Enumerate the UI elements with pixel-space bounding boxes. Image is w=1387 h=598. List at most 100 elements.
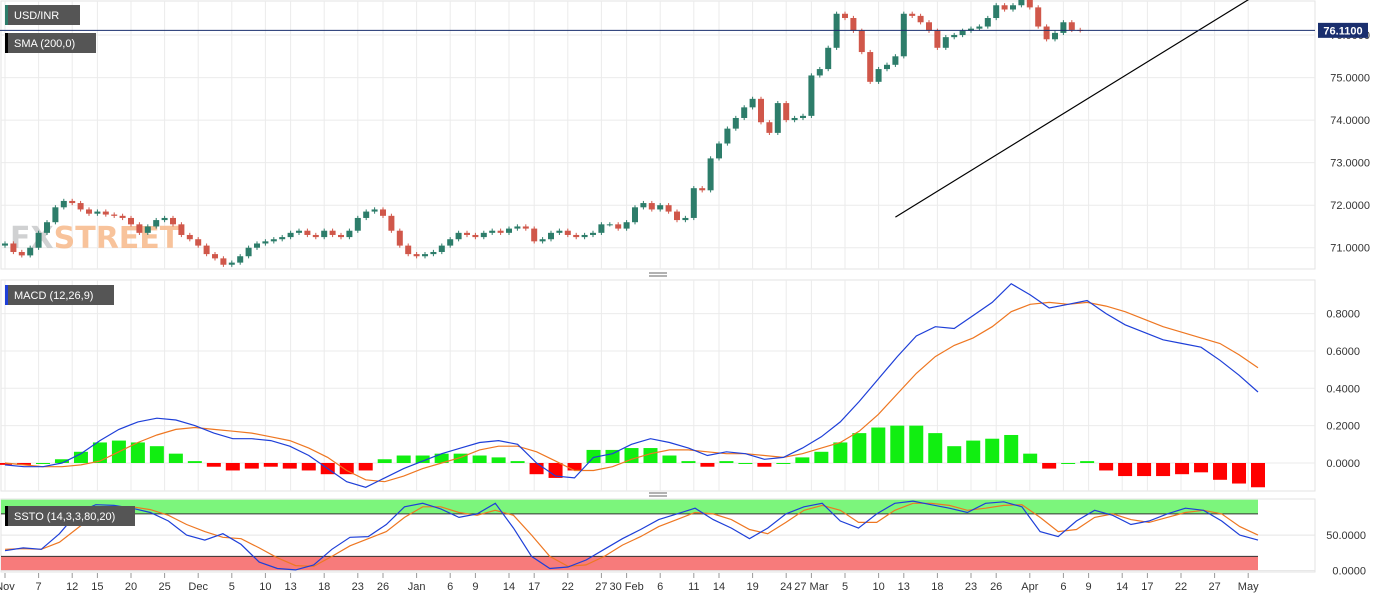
candle-body: [237, 256, 244, 263]
date-tick-label: 14: [713, 581, 725, 593]
candle-body: [858, 30, 865, 53]
macd-histogram-bar: [168, 453, 183, 463]
svg-text:SMA (200,0): SMA (200,0): [14, 38, 75, 50]
candle-body: [119, 215, 126, 218]
macd-histogram-bar: [852, 433, 867, 463]
candle-body: [741, 107, 748, 118]
date-tick-label: 14: [503, 581, 515, 593]
macd-histogram-bar: [928, 433, 943, 463]
date-tick-label: Jan: [408, 581, 426, 593]
candle-body: [287, 232, 294, 238]
candle-body: [86, 209, 92, 214]
candle-body: [791, 117, 798, 121]
macd-histogram-bar: [700, 462, 715, 467]
date-tick-label: May: [1238, 581, 1259, 593]
macd-histogram-bar: [1213, 462, 1228, 480]
date-tick-label: 27: [1208, 581, 1220, 593]
candle-body: [455, 232, 462, 240]
sma-tag[interactable]: SMA (200,0): [5, 33, 96, 53]
macd-histogram-bar: [890, 425, 905, 463]
candle-body: [825, 47, 832, 70]
candle-body: [598, 224, 605, 233]
candle-body: [968, 28, 974, 31]
macd-panel[interactable]: 0.0000 0.2000 0.4000 0.6000 0.8000 MACD (12,…: [0, 279, 1360, 492]
date-tick-label: 10: [872, 581, 884, 593]
macd-histogram-bar: [795, 457, 810, 463]
current-price-label: 76.1100: [1318, 22, 1368, 38]
ascending-trendline: [895, 0, 1250, 218]
macd-histogram-bar: [415, 455, 430, 463]
date-tick-label: 15: [91, 581, 103, 593]
macd-histogram-bar: [757, 462, 772, 467]
candle-body: [934, 30, 941, 48]
macd-histogram-bar: [871, 427, 886, 463]
candle-body: [296, 230, 302, 233]
macd-histogram-bar: [1099, 462, 1114, 471]
candle-body: [707, 158, 714, 191]
candle-body: [35, 232, 42, 248]
date-tick-label: 30 Feb: [609, 581, 643, 593]
candle-body: [674, 211, 680, 221]
candle-body: [128, 217, 134, 225]
candle-body: [1026, 0, 1033, 8]
macd-histogram-bar: [738, 462, 753, 464]
candle-body: [884, 64, 890, 70]
price-tick-label: 75.0000: [1330, 73, 1370, 85]
stochastic-panel[interactable]: 0.0000 50.0000 SSTO (14,3,3,80,20): [0, 498, 1366, 578]
macd-tick-label: 0.2000: [1326, 421, 1360, 433]
candle-body: [690, 188, 697, 218]
candlesticks: [2, 0, 1084, 267]
macd-histogram-bar: [396, 455, 411, 463]
candle-body: [976, 26, 983, 29]
candle-body: [396, 230, 403, 246]
price-panel[interactable]: FXSTREET 71.000072.000073.000074.000075.…: [0, 0, 1370, 270]
candle-body: [1060, 22, 1067, 33]
date-tick-label: Nov: [0, 581, 15, 593]
macd-axis: 0.0000 0.2000 0.4000 0.6000 0.8000: [1326, 309, 1360, 470]
macd-histogram-bar: [1004, 434, 1019, 463]
candle-body: [716, 143, 722, 159]
macd-histogram-bar: [358, 462, 373, 471]
candle-body: [430, 251, 437, 255]
candle-body: [951, 35, 958, 38]
panel-splitter-2[interactable]: [649, 492, 667, 497]
macd-grid: [1, 280, 1315, 491]
date-tick-label: 17: [528, 581, 540, 593]
date-tick-label: 20: [125, 581, 137, 593]
candle-body: [590, 232, 596, 235]
macd-histogram-bar: [301, 462, 316, 471]
candle-body: [766, 122, 773, 133]
date-tick-label: 27 Mar: [794, 581, 829, 593]
macd-histogram-bar: [985, 438, 1000, 463]
date-tick-label: 18: [318, 581, 330, 593]
candle-body: [917, 15, 924, 23]
panel-splitter-1[interactable]: [649, 272, 667, 277]
stoch-axis: 0.0000 50.0000: [1326, 530, 1366, 577]
macd-histogram-bar: [510, 461, 525, 463]
date-tick-label: 22: [1175, 581, 1187, 593]
candle-body: [262, 241, 269, 244]
candle-body: [220, 258, 227, 265]
macd-histogram-bar: [35, 462, 50, 464]
candle-body: [909, 13, 916, 16]
macd-tag[interactable]: MACD (12,26,9): [5, 285, 114, 305]
candle-body: [161, 217, 168, 221]
candle-body: [136, 224, 143, 233]
macd-histogram-bar: [681, 461, 696, 463]
candle-body: [573, 234, 580, 238]
stoch-k-line: [4, 500, 1259, 571]
candle-body: [842, 13, 848, 19]
macd-histogram-bar: [149, 446, 164, 463]
svg-text:76.1100: 76.1100: [1323, 25, 1362, 37]
stoch-tag[interactable]: SSTO (14,3,3,80,20): [5, 506, 135, 526]
svg-text:SSTO (14,3,3,80,20): SSTO (14,3,3,80,20): [14, 511, 115, 523]
date-tick-label: 23: [352, 581, 364, 593]
candle-body: [539, 239, 546, 242]
macd-panel-frame: [0, 279, 1316, 492]
candle-body: [892, 56, 899, 65]
candle-body: [531, 228, 538, 242]
symbol-tag[interactable]: USD/INR: [5, 5, 80, 25]
candle-body: [984, 18, 991, 27]
candle-body: [44, 222, 50, 233]
macd-histogram-bar: [92, 442, 107, 463]
